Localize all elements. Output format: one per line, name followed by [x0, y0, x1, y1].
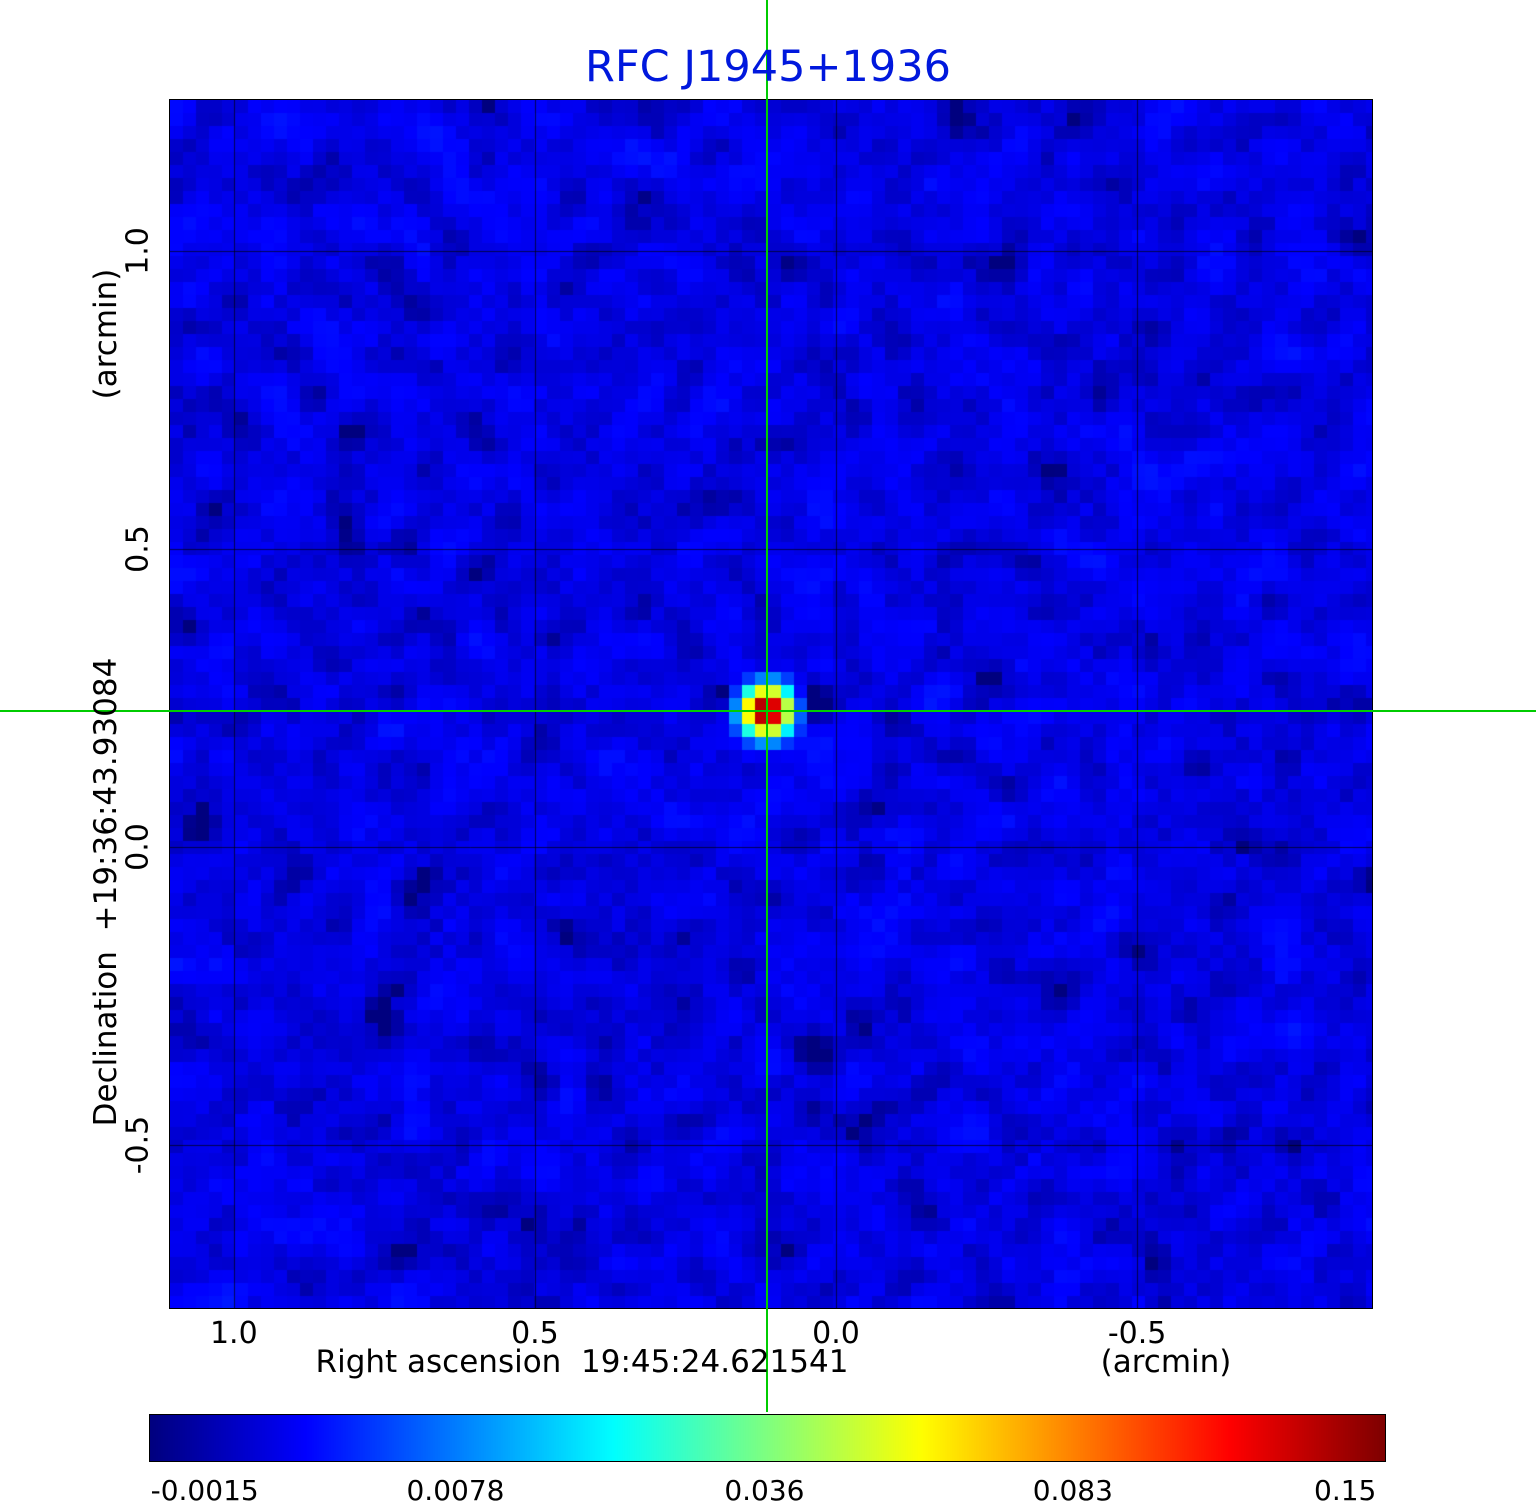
- colorbar: [149, 1414, 1386, 1462]
- crosshair-vertical: [765, 0, 768, 1412]
- sky-map: [169, 99, 1373, 1309]
- colorbar-tick-label: 0.083: [1032, 1474, 1113, 1507]
- y-tick-label: -0.5: [120, 1115, 156, 1174]
- colorbar-tick-label: 0.036: [724, 1474, 805, 1507]
- plot-title: RFC J1945+1936: [585, 42, 951, 92]
- y-axis-label: Declination +19:36:43.93084: [88, 657, 124, 1127]
- y-tick-label: 1.0: [120, 226, 156, 275]
- x-axis-label: Right ascension 19:45:24.621541: [315, 1344, 849, 1380]
- y-tick-label: 0.5: [120, 524, 156, 573]
- y-tick-label: 0.0: [120, 822, 156, 871]
- colorbar-canvas: [150, 1415, 1385, 1461]
- colorbar-tick-label: 0.0078: [406, 1474, 505, 1507]
- colorbar-tick-label: -0.0015: [150, 1474, 259, 1507]
- y-axis-unit: (arcmin): [88, 268, 124, 400]
- crosshair-horizontal: [0, 709, 1536, 712]
- heatmap-canvas: [170, 100, 1372, 1308]
- x-tick-label: 0.0: [812, 1316, 860, 1351]
- x-tick-label: 0.5: [511, 1316, 559, 1351]
- x-tick-label: 1.0: [209, 1316, 258, 1351]
- x-tick-label: -0.5: [1107, 1316, 1167, 1351]
- x-axis-unit: (arcmin): [1100, 1344, 1232, 1380]
- colorbar-tick-label: 0.15: [1314, 1474, 1377, 1507]
